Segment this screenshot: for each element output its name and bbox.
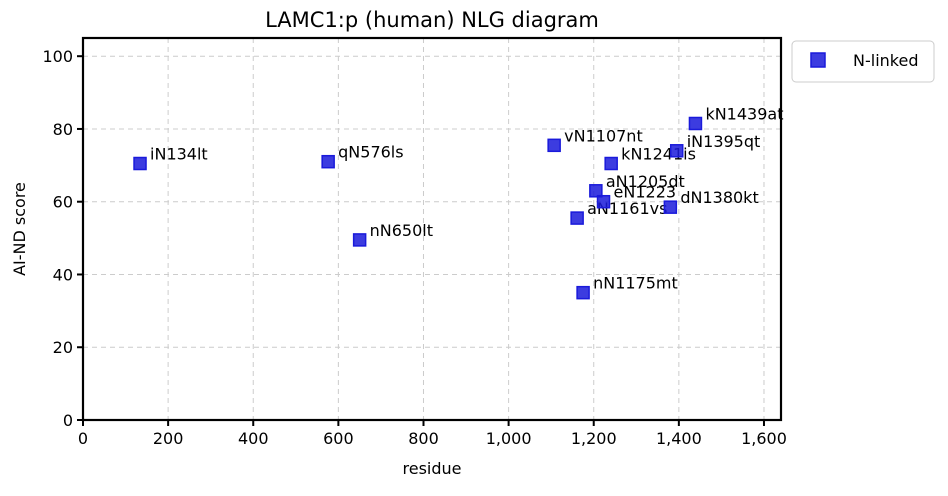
- data-point: [589, 184, 603, 198]
- data-point-label: nN650lt: [370, 221, 433, 240]
- data-point: [604, 156, 618, 171]
- data-point: [663, 200, 678, 214]
- y-axis-label: AI-ND score: [10, 182, 29, 276]
- data-point: [596, 194, 611, 209]
- legend-box: [791, 40, 935, 83]
- x-tick-label: 200: [153, 429, 184, 448]
- legend-label-n-linked: N-linked: [853, 51, 918, 70]
- data-point: [547, 138, 561, 153]
- x-tick-label: 1,200: [571, 429, 617, 448]
- x-tick-label: 800: [408, 429, 439, 448]
- grid: [82, 38, 781, 421]
- legend-marker-n-linked: [810, 52, 826, 68]
- x-axis-ticks: 0 200 400 600 800 1,000 1,200 1,400 1,600: [78, 420, 787, 448]
- data-point-label: eN1223: [614, 183, 677, 202]
- y-tick-label: 0: [63, 411, 73, 430]
- data-point-label: vN1107nt: [564, 126, 643, 145]
- data-point: [321, 154, 335, 169]
- data-point-label: dN1380kt: [680, 188, 758, 207]
- y-tick-label: 20: [53, 338, 73, 357]
- data-point-label: aN1205dt: [606, 172, 685, 191]
- x-tick-label: 1,400: [656, 429, 702, 448]
- data-point-label: kN1241is: [621, 145, 696, 164]
- data-point-label: iN1395qt: [687, 132, 761, 151]
- legend: N-linked: [791, 40, 935, 83]
- y-tick-label: 100: [42, 47, 73, 66]
- data-points: iN134lt qN576lsnN650ltvN1107ntaN1161vsnN1…: [133, 104, 783, 300]
- y-tick-label: 80: [53, 120, 73, 139]
- x-tick-label: 400: [238, 429, 269, 448]
- data-point-label: kN1439at: [705, 104, 783, 123]
- plot-frame: [81, 36, 783, 422]
- data-point: [576, 285, 590, 300]
- x-tick-label: 600: [323, 429, 354, 448]
- x-tick-label: 1,600: [741, 429, 787, 448]
- data-point-label: nN1175mt: [593, 274, 678, 293]
- y-tick-label: 60: [53, 193, 73, 212]
- data-point: [688, 116, 703, 131]
- data-point: [352, 233, 367, 247]
- chart-title: LAMC1:p (human) NLG diagram: [265, 8, 599, 32]
- data-point: [133, 156, 147, 171]
- y-axis-ticks: 0 20 40 60 80 100: [42, 47, 83, 430]
- x-tick-label: 0: [78, 429, 88, 448]
- data-point: [669, 144, 684, 158]
- y-tick-label: 40: [53, 265, 73, 284]
- data-point-label: qN576ls: [338, 143, 403, 162]
- data-point-label: iN134lt: [150, 145, 208, 164]
- x-axis-label: residue: [403, 459, 462, 478]
- x-tick-label: 1,000: [486, 429, 532, 448]
- data-point: [570, 211, 584, 225]
